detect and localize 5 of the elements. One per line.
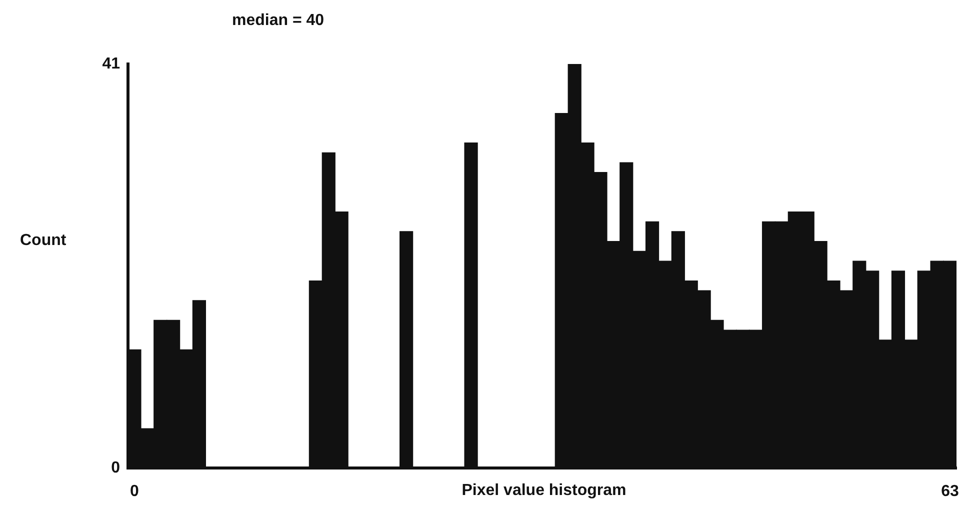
y-axis-title: Count [20, 232, 66, 250]
chart-title: median = 40 [232, 12, 324, 30]
x-tick-label: 63 [941, 483, 959, 500]
y-tick-label: 41 [102, 55, 120, 72]
x-axis-title: Pixel value histogram [462, 482, 626, 500]
